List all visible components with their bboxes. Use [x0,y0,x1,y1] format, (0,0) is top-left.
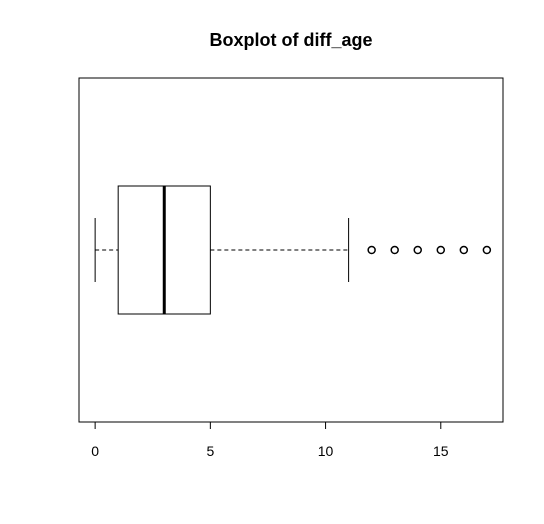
boxplot-marks [94,185,492,315]
chart-title: Boxplot of diff_age [210,30,373,50]
outlier-point [367,245,376,255]
x-tick-label: 10 [318,443,334,459]
outlier-point [459,245,469,255]
x-tick-label: 0 [91,443,99,459]
outlier-point [390,245,399,255]
outlier-point [413,245,422,255]
outlier-point [482,245,492,255]
x-tick-label: 15 [433,443,449,459]
outlier-point [436,245,446,255]
x-tick-label: 5 [206,443,214,459]
x-axis: 0 5 10 15 [91,421,449,459]
